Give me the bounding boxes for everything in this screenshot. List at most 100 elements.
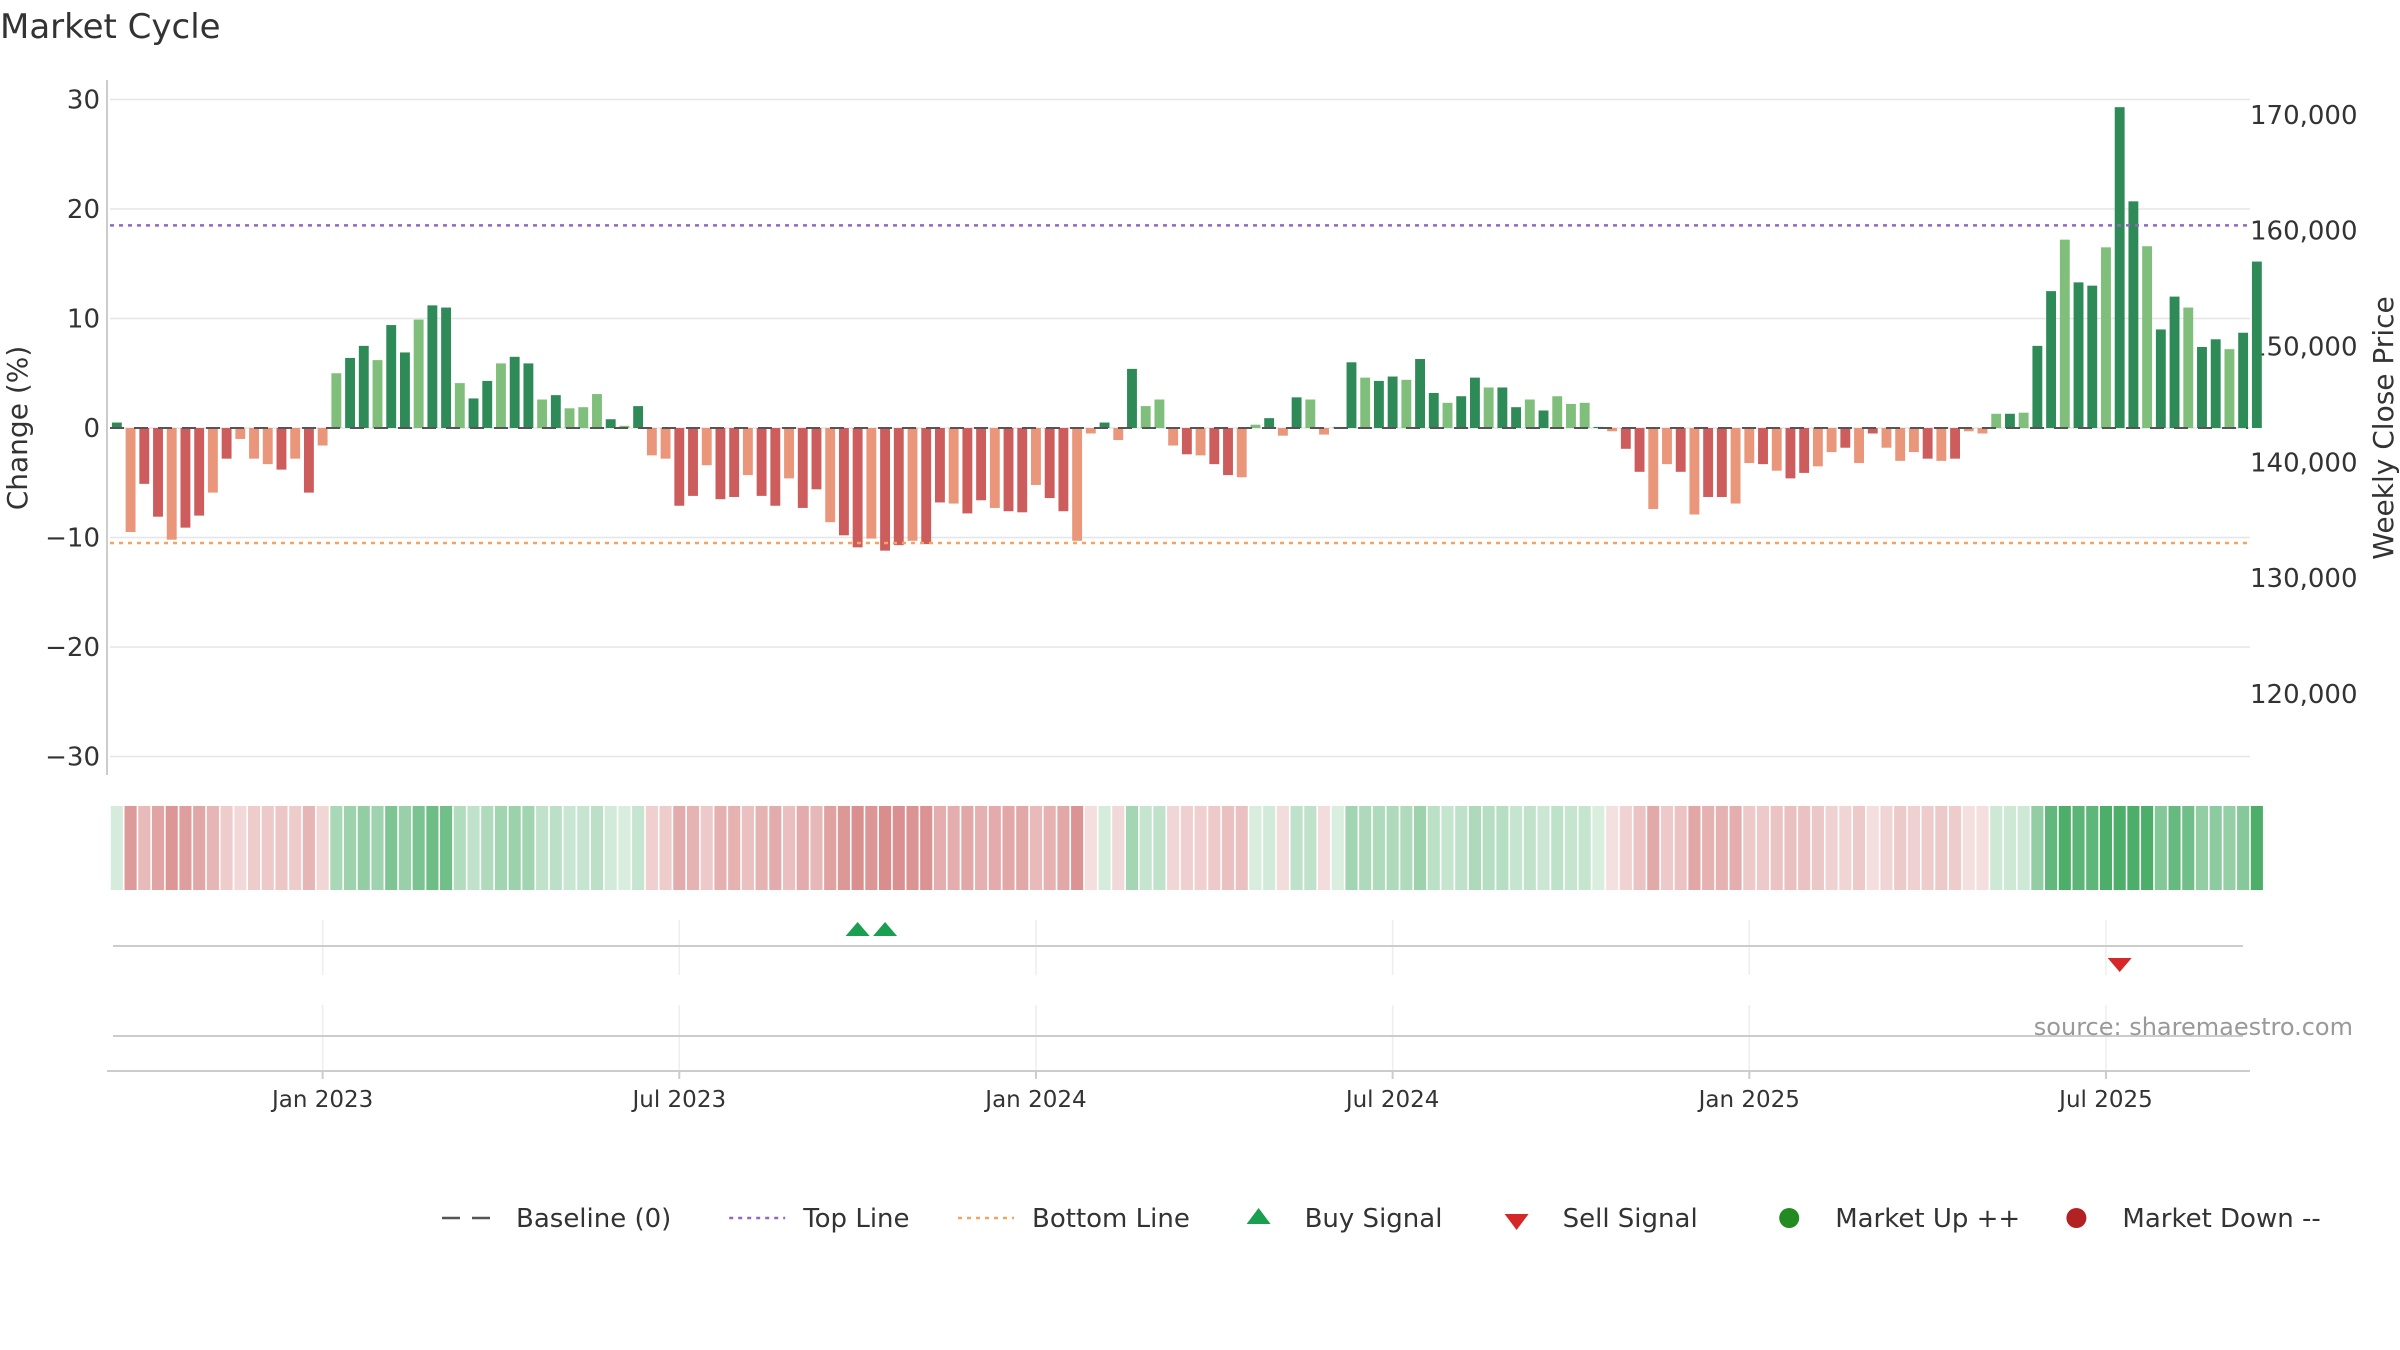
- change-bar: [1799, 428, 1810, 473]
- heat-cell: [618, 806, 631, 890]
- source-label: source: sharemaestro.com: [2034, 1013, 2353, 1041]
- heat-cell: [2168, 806, 2181, 890]
- heat-cell: [220, 806, 233, 890]
- change-bar: [290, 428, 301, 459]
- change-bar: [1277, 428, 1288, 436]
- change-bar: [838, 428, 849, 536]
- change-bar: [646, 428, 657, 456]
- heat-cell: [151, 806, 165, 890]
- change-bar: [564, 408, 575, 428]
- heat-cell: [261, 806, 274, 890]
- change-bar: [825, 428, 836, 523]
- heat-cell: [1208, 806, 1221, 890]
- change-bar: [962, 428, 973, 514]
- heat-cell: [728, 806, 741, 890]
- change-bar: [1346, 362, 1357, 428]
- heat-cell: [1221, 806, 1235, 890]
- change-bar: [934, 428, 945, 503]
- heat-cell: [1976, 806, 1989, 890]
- heat-cell: [2209, 806, 2222, 890]
- trend-heat-strip: [110, 806, 2263, 890]
- heat-cell: [1852, 806, 1866, 890]
- heat-cell: [1125, 806, 1139, 890]
- change-bar: [1881, 428, 1892, 448]
- heat-cell: [2072, 806, 2085, 890]
- legend-label: Top Line: [802, 1204, 909, 1234]
- heat-cell: [1180, 806, 1193, 890]
- change-bar: [1428, 392, 1439, 428]
- x-tick-label: Jan 2025: [1697, 1087, 1800, 1113]
- legend-label: Buy Signal: [1305, 1204, 1443, 1234]
- change-bar: [660, 428, 671, 459]
- change-bar: [2018, 412, 2029, 428]
- heat-cell: [933, 806, 946, 890]
- change-bar: [2128, 201, 2139, 428]
- heat-cell: [371, 806, 384, 890]
- change-bar: [1250, 424, 1261, 428]
- change-bar: [482, 380, 493, 428]
- change-bar: [496, 363, 506, 428]
- heat-cell: [2017, 806, 2030, 890]
- left-tick-label: 0: [83, 414, 100, 444]
- heat-cell: [1194, 806, 1207, 890]
- change-bar: [729, 428, 740, 497]
- heat-cell: [275, 806, 288, 890]
- heat-cell: [357, 806, 370, 890]
- heat-cell: [673, 806, 686, 890]
- x-axis-ticks: Jan 2023 Jul 2023 Jan 2024 Jul 2024 Jan 2025…: [270, 1071, 2153, 1113]
- heat-cell: [2003, 806, 2016, 890]
- market-grid-lines: [321, 1005, 2107, 1071]
- legend-label: Baseline (0): [516, 1204, 671, 1234]
- change-bar: [1538, 410, 1549, 428]
- left-tick-label: 30: [67, 86, 100, 116]
- change-bar: [1181, 428, 1192, 455]
- heat-cell: [1537, 806, 1550, 890]
- change-bar: [1936, 428, 1947, 461]
- change-bar: [2224, 349, 2235, 428]
- heat-cell: [1510, 806, 1523, 890]
- x-tick-label: Jan 2024: [983, 1087, 1086, 1113]
- heat-cell: [1949, 806, 1962, 890]
- x-tick-label: Jan 2023: [270, 1087, 373, 1113]
- change-bar: [153, 428, 163, 517]
- change-bar: [1689, 428, 1700, 515]
- market-panel: source: sharemaestro.com: [113, 1005, 2353, 1071]
- left-tick-label: 20: [67, 195, 100, 225]
- heat-cell: [1770, 806, 1783, 890]
- change-bar: [1140, 406, 1151, 428]
- heat-cell: [2086, 806, 2099, 890]
- left-tick-label: −20: [45, 633, 100, 663]
- right-tick-label: 150,000: [2250, 332, 2358, 362]
- heat-cell: [289, 806, 302, 890]
- heat-cell: [2195, 806, 2209, 890]
- legend-label: Market Up ++: [1835, 1204, 2020, 1234]
- heat-cell: [1043, 806, 1056, 890]
- signal-panel: [113, 920, 2243, 975]
- legend-item: Sell Signal: [1504, 1204, 1698, 1234]
- heat-cell: [1798, 806, 1811, 890]
- heat-cell: [961, 806, 974, 890]
- heat-cell: [1359, 806, 1372, 890]
- change-bar: [413, 319, 424, 428]
- heat-cell: [1606, 806, 1619, 890]
- right-tick-label: 160,000: [2250, 217, 2358, 247]
- heat-cell: [2127, 806, 2140, 890]
- change-bar: [633, 406, 644, 428]
- heat-cell: [1633, 806, 1646, 890]
- change-bar: [1620, 428, 1631, 449]
- change-bar: [1209, 428, 1220, 465]
- legend-item: Market Down --: [2066, 1204, 2321, 1234]
- change-bar: [1127, 368, 1137, 428]
- heat-cell: [1935, 806, 1948, 890]
- heat-cell: [920, 806, 933, 890]
- change-bar: [1373, 380, 1384, 428]
- change-bar: [1360, 377, 1371, 428]
- change-bar: [2197, 346, 2207, 428]
- change-bar: [207, 428, 218, 493]
- change-bar: [592, 394, 602, 428]
- heat-cell: [1167, 806, 1180, 890]
- change-bar: [276, 428, 287, 470]
- change-bar: [2087, 285, 2098, 428]
- change-bar: [166, 428, 177, 540]
- change-bar: [1113, 428, 1124, 441]
